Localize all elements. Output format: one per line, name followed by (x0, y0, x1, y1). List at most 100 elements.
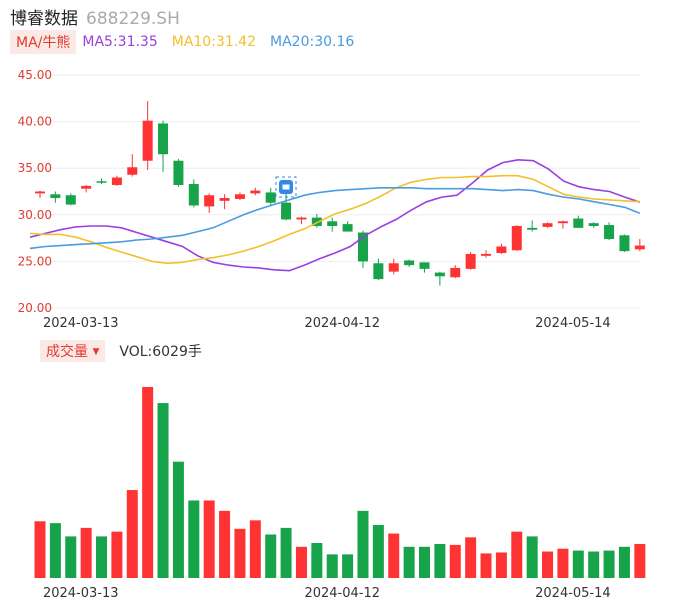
volume-date-axis: 2024-03-13 2024-04-12 2024-05-14 (43, 586, 611, 601)
candle-body (342, 224, 353, 232)
candle (142, 101, 153, 171)
candle (219, 194, 230, 210)
volume-series (34, 387, 646, 578)
volume-bar (65, 536, 77, 578)
candle (342, 221, 353, 232)
volume-bar (234, 528, 246, 578)
candle (434, 271, 445, 286)
candle-body (496, 246, 507, 254)
volume-bar (188, 500, 200, 578)
candle (158, 120, 169, 172)
x-tick-label: 2024-05-14 (535, 586, 611, 601)
candle (481, 250, 492, 258)
volume-bar (172, 461, 184, 578)
candle-body (127, 167, 138, 175)
candle (96, 178, 107, 185)
badge-icon-glyph (282, 184, 290, 190)
volume-bar (465, 537, 477, 578)
volume-bar (49, 523, 61, 578)
ma5-line (29, 158, 641, 272)
volume-bar (249, 520, 261, 578)
candle-body (373, 263, 384, 280)
volume-legend: 成交量 ▼ VOL:6029手 (40, 340, 202, 362)
candle-body (557, 221, 568, 224)
volume-bar (449, 544, 461, 578)
x-tick-label: 2024-05-14 (535, 316, 611, 331)
candle-body (327, 221, 338, 226)
candle (234, 192, 245, 200)
candle-body (265, 192, 276, 203)
volume-bar (480, 553, 492, 578)
volume-bar (403, 546, 415, 578)
candle (388, 258, 399, 275)
badge-icon[interactable] (275, 176, 297, 198)
volume-bar (572, 550, 584, 578)
candle-body (65, 195, 76, 205)
candle (465, 252, 476, 270)
ma10-line (29, 174, 641, 265)
y-tick-label: 30.00 (18, 208, 52, 222)
candle (173, 158, 184, 187)
candle-body (311, 217, 322, 226)
candle-body (573, 218, 584, 228)
y-tick-label: 25.00 (18, 254, 52, 268)
candle-body (142, 120, 153, 161)
candle-body (188, 184, 199, 206)
ma-legend: MA/牛熊 MA5:31.35 MA10:31.42 MA20:30.16 (10, 30, 368, 54)
volume-bar (295, 546, 307, 578)
candle-body (35, 191, 45, 194)
candle (373, 258, 384, 281)
volume-bar (588, 551, 600, 578)
volume-bar (618, 546, 630, 578)
ma-lines (29, 158, 641, 272)
candle-body (357, 232, 368, 262)
stock-header: 博睿数据 688229.SH (10, 4, 180, 29)
volume-bar (219, 510, 231, 578)
volume-bar (126, 490, 138, 578)
candle-body (296, 217, 307, 220)
candle (188, 179, 199, 208)
candle-body (50, 194, 61, 199)
candle-body (219, 198, 230, 201)
candle-body (450, 267, 461, 278)
candle (265, 187, 276, 207)
candle-body (81, 185, 92, 189)
candlestick-series (35, 101, 645, 286)
volume-bar (311, 543, 323, 578)
candle-body (511, 225, 522, 251)
candle (604, 222, 615, 240)
candle (296, 216, 307, 225)
candle-body (604, 225, 615, 240)
candle-body (481, 253, 492, 256)
candle-body (250, 190, 261, 194)
volume-bar (34, 521, 46, 578)
y-tick-label: 40.00 (18, 115, 52, 129)
volume-bar (434, 543, 446, 578)
candle (50, 191, 61, 203)
candle (527, 220, 538, 232)
volume-bar (495, 552, 507, 578)
price-axis: 45.00 40.00 35.00 30.00 25.00 20.00 (18, 68, 52, 315)
ma-selector-button[interactable]: MA/牛熊 (10, 30, 77, 54)
volume-bar (203, 500, 215, 578)
caret-down-icon: ▼ (92, 347, 100, 357)
candle (127, 154, 138, 177)
y-tick-label: 35.00 (18, 161, 52, 175)
volume-bar (342, 554, 354, 578)
volume-bar (111, 531, 123, 578)
candle (404, 259, 415, 267)
candle-body (634, 245, 645, 250)
price-grid (30, 74, 640, 309)
volume-bar (280, 527, 292, 578)
price-date-axis: 2024-03-13 2024-04-12 2024-05-14 (43, 316, 611, 331)
volume-selector-label: 成交量 (46, 344, 88, 360)
x-tick-label: 2024-03-13 (43, 316, 119, 331)
candle (588, 222, 599, 228)
ma20-label: MA20:30.16 (270, 34, 355, 50)
volume-bar (511, 531, 523, 578)
volume-bar (542, 551, 554, 578)
badge-icon-frame (275, 176, 297, 198)
stock-name: 博睿数据 (10, 9, 78, 29)
volume-selector-button[interactable]: 成交量 ▼ (40, 340, 106, 362)
